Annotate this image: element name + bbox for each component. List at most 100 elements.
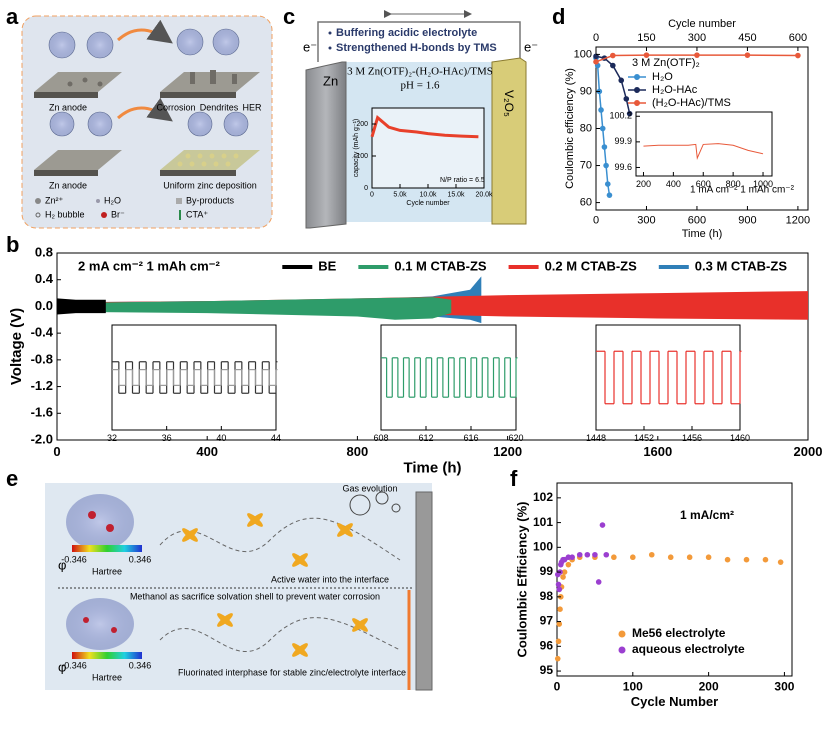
- voltage-band: [57, 297, 452, 320]
- data-point: [648, 551, 655, 558]
- data-point: [743, 556, 750, 563]
- scale-min: -0.346: [61, 554, 87, 564]
- y-axis-label: Voltage (V): [8, 308, 25, 385]
- legend-label: 0.2 M CTAB-ZS: [545, 258, 638, 273]
- panel-a: Zn anode Corrosion Dendrites HER Zn anod…: [21, 15, 273, 229]
- data-point: [555, 581, 562, 588]
- electrolyte-label: 3 M Zn(OTF)₂-(H₂O-HAc)/TMS: [347, 66, 493, 78]
- data-point: [560, 574, 566, 580]
- legend-label: 0.1 M CTAB-ZS: [394, 258, 487, 273]
- data-point: [777, 559, 784, 565]
- panel-label: c: [283, 4, 295, 29]
- zn-slab-edge: [34, 92, 98, 98]
- legend-text: By-products: [186, 195, 235, 205]
- y-tick-label: -0.4: [31, 325, 54, 340]
- water-molecules: [182, 513, 368, 657]
- legend-swatch: [634, 87, 640, 93]
- bullet: Buffering acidic electrolyte: [336, 27, 477, 39]
- x-tick-label: 300: [637, 214, 655, 226]
- data-point: [618, 77, 625, 84]
- y-tick-label: 102: [533, 490, 553, 504]
- x-tick-label: 612: [418, 433, 433, 443]
- data-point: [593, 59, 599, 65]
- y-tick-label: 0: [364, 185, 368, 192]
- annotation: 1 mA/cm²: [680, 508, 734, 522]
- zn-slab: [34, 72, 122, 92]
- caption: Methanol as sacrifice solvation shell to…: [130, 591, 380, 601]
- y-tick-label: 0.0: [35, 298, 53, 313]
- legend-text: H₂ bubble: [45, 209, 85, 219]
- x-axis-label: Cycle number: [406, 200, 450, 207]
- legend-text: Br⁻: [111, 209, 125, 219]
- legend-icon: [35, 198, 41, 204]
- arrow: [116, 19, 173, 44]
- x-tick-label: 10.0k: [419, 191, 437, 198]
- legend-label: BE: [318, 258, 336, 273]
- bullet-dot: [328, 31, 332, 35]
- x-tick-label: 600: [688, 214, 706, 226]
- x-tick-label: 200: [699, 680, 719, 694]
- y-tick-label: 99.9: [614, 136, 632, 146]
- atoms: [83, 511, 117, 633]
- phi: φ: [58, 557, 66, 572]
- y-tick-label: 99: [540, 564, 554, 578]
- label: Uniform zinc deposition: [163, 180, 257, 190]
- legend-label: 0.3 M CTAB-ZS: [695, 258, 788, 273]
- plot-area: [556, 482, 793, 677]
- x-tick-label: 600: [696, 179, 711, 189]
- series-line: [370, 114, 479, 139]
- path: [159, 617, 401, 653]
- zn-slab-edge: [34, 170, 98, 176]
- legend-icon: [35, 212, 41, 218]
- y-tick-label: 200: [356, 121, 368, 128]
- x-tick-label: 1000: [753, 179, 773, 189]
- color-bar: [72, 652, 142, 659]
- data-point: [686, 554, 693, 561]
- ph-label: pH = 1.6: [401, 80, 440, 92]
- data-point: [569, 554, 575, 561]
- voltage-band: [57, 298, 106, 315]
- legend-icon: [101, 212, 107, 218]
- data-point: [599, 522, 606, 528]
- y-tick-label: 98: [540, 589, 554, 603]
- bullet: Strengthened H-bonds by TMS: [336, 42, 497, 54]
- y-tick-label: 0.8: [35, 244, 53, 259]
- y-tick-label: -2.0: [31, 431, 53, 446]
- uniform-deposits: [177, 153, 239, 167]
- x2-tick-label: 0: [593, 32, 599, 44]
- legend-swatch: [618, 630, 626, 638]
- x2-tick-label: 600: [789, 32, 807, 44]
- legend-text: CTA⁺: [186, 209, 208, 219]
- x-tick-label: 1200: [786, 214, 810, 226]
- y-tick-label: 80: [580, 122, 592, 134]
- x-tick-label: 0: [554, 680, 561, 694]
- data-point: [610, 62, 616, 69]
- data-point: [598, 107, 604, 113]
- y-axis-label: Coulombic Efficiency (%): [514, 501, 529, 657]
- x-tick-label: 15.0k: [447, 191, 465, 198]
- panel-e: φ -0.346 0.346 Hartree φ -0.346 0.346 Ha…: [45, 483, 433, 691]
- y-tick-label: 95: [540, 663, 554, 677]
- anode-label: Zn: [323, 73, 338, 88]
- chart: 32 36 40 44: [107, 324, 281, 443]
- x-tick-label: 32: [107, 433, 117, 443]
- scale-min: -0.346: [61, 660, 87, 670]
- x-tick-label: 200: [636, 179, 651, 189]
- chart: 608 612 616 620: [373, 324, 524, 443]
- chart: 0 5.0k 10.0k 15.0k 20.0k 0 100 200 Cycle number c…: [353, 107, 493, 207]
- bubbles: [349, 491, 401, 516]
- x-tick-label: 20.0k: [475, 191, 493, 198]
- x-tick-label: 400: [666, 179, 681, 189]
- y-tick-label: 60: [580, 196, 592, 208]
- zn-electrode: [415, 491, 433, 691]
- plot-area: [371, 107, 485, 189]
- zn-slab-edge: [160, 92, 236, 98]
- y-axis-label: capacity (mAh g⁻¹): [353, 119, 360, 178]
- legend-label: H₂O: [652, 71, 673, 83]
- x-tick-label: 100: [623, 680, 643, 694]
- x-tick-label: 44: [271, 433, 281, 443]
- x2-tick-label: 300: [688, 32, 706, 44]
- y-tick-label: -0.8: [31, 351, 53, 366]
